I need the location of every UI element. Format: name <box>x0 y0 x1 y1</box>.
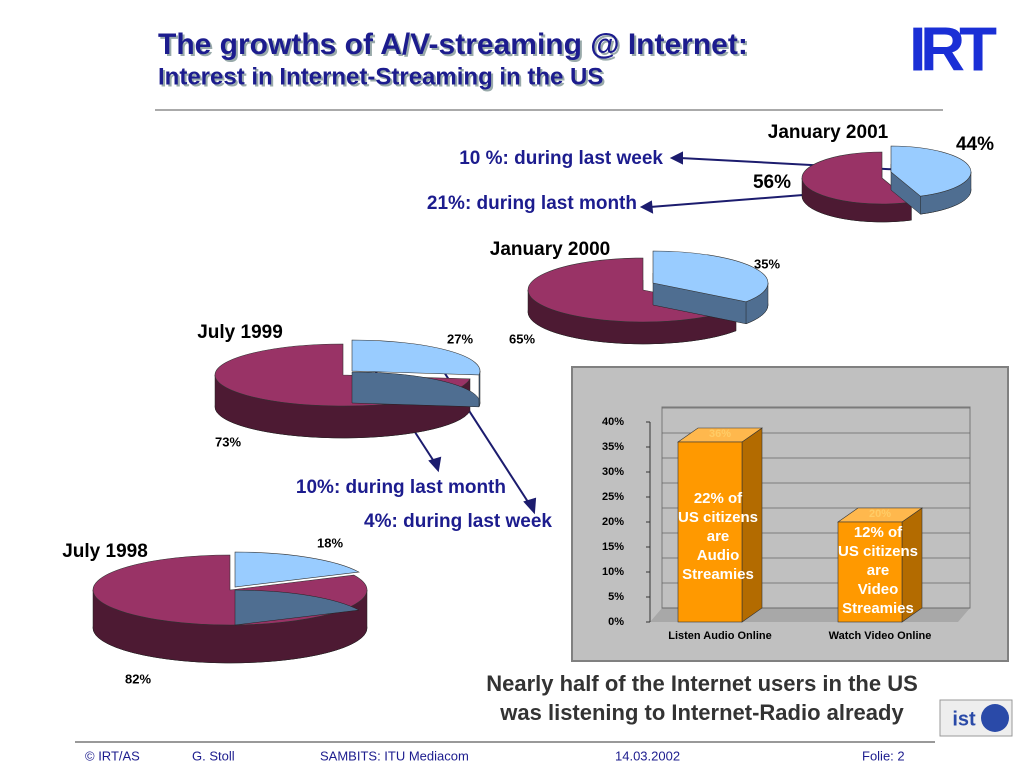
badge: ist <box>952 708 976 730</box>
pie-slice-bottom <box>234 589 360 626</box>
badge-globe <box>981 704 1009 732</box>
bar-note: Streamies <box>682 566 754 583</box>
y-tick-label: 5% <box>608 591 624 603</box>
bar <box>837 521 903 623</box>
bar-note: 22% of <box>694 490 743 507</box>
pie-label: 27% <box>447 331 473 346</box>
annotation: 4%: during last week <box>364 511 552 532</box>
y-tick-label: 35% <box>602 441 624 453</box>
subtitle: Interest in Internet-Streaming in the US <box>158 63 603 90</box>
pie-title: January 2000 <box>490 239 610 260</box>
caption: Nearly half of the Internet users in the… <box>486 671 918 696</box>
pie-title: January 2001 <box>768 122 889 143</box>
pie-label: 82% <box>125 671 151 686</box>
pie-slice <box>234 551 360 588</box>
bar-value-label: 20% <box>869 508 891 520</box>
pie-slice <box>801 151 913 205</box>
bar-note: are <box>867 562 890 579</box>
bar-note: 12% of <box>854 524 903 541</box>
y-tick-label: 40% <box>602 416 624 428</box>
y-tick-label: 25% <box>602 491 624 503</box>
pie-title: July 1999 <box>197 322 283 343</box>
caption: was listening to Internet-Radio already <box>499 700 904 725</box>
bar-value-label: 36% <box>709 428 731 440</box>
footer-text: G. Stoll <box>192 748 235 763</box>
y-tick-label: 15% <box>602 541 624 553</box>
annotation: 21%: during last month <box>427 193 637 214</box>
footer-text: 14.03.2002 <box>615 748 680 763</box>
pie-title: July 1998 <box>62 541 148 562</box>
pie-slice <box>351 339 481 376</box>
bar-note: are <box>707 528 730 545</box>
pie-label: 56% <box>753 172 791 193</box>
y-tick-label: 20% <box>602 516 624 528</box>
bar <box>677 441 743 623</box>
y-tick-label: 10% <box>602 566 624 578</box>
title: The growths of A/V-streaming @ Internet: <box>158 28 748 61</box>
pie-label: 73% <box>215 434 241 449</box>
bar-note: Audio <box>697 547 740 564</box>
x-tick-label: Listen Audio Online <box>668 630 771 642</box>
bar-note: Streamies <box>842 600 914 617</box>
bar-note: Video <box>858 581 899 598</box>
pie-slice-side <box>478 370 481 408</box>
pie-label: 35% <box>754 256 780 271</box>
bar-note: US citizens <box>678 509 758 526</box>
y-tick-label: 0% <box>608 616 624 628</box>
footer-text: © IRT/AS <box>85 748 140 763</box>
pie-slice <box>652 250 769 303</box>
logo: IRT <box>909 15 997 84</box>
pie-label: 18% <box>317 535 343 550</box>
title-shadow: The growths of A/V-streaming @ Internet: <box>160 30 750 63</box>
annotation: 10 %: during last week <box>459 148 663 169</box>
annotation: 10%: during last month <box>296 477 506 498</box>
x-tick-label: Watch Video Online <box>829 630 932 642</box>
pie-slice <box>890 145 972 197</box>
y-tick-label: 30% <box>602 466 624 478</box>
pie-label: 65% <box>509 331 535 346</box>
footer-text: SAMBITS: ITU Mediacom <box>320 748 469 763</box>
pie-slice-bottom <box>351 371 481 408</box>
pie-label: 44% <box>956 134 994 155</box>
bar-note: US citizens <box>838 543 918 560</box>
footer-text: Folie: 2 <box>862 748 905 763</box>
subtitle-shadow: Interest in Internet-Streaming in the US <box>160 65 605 92</box>
